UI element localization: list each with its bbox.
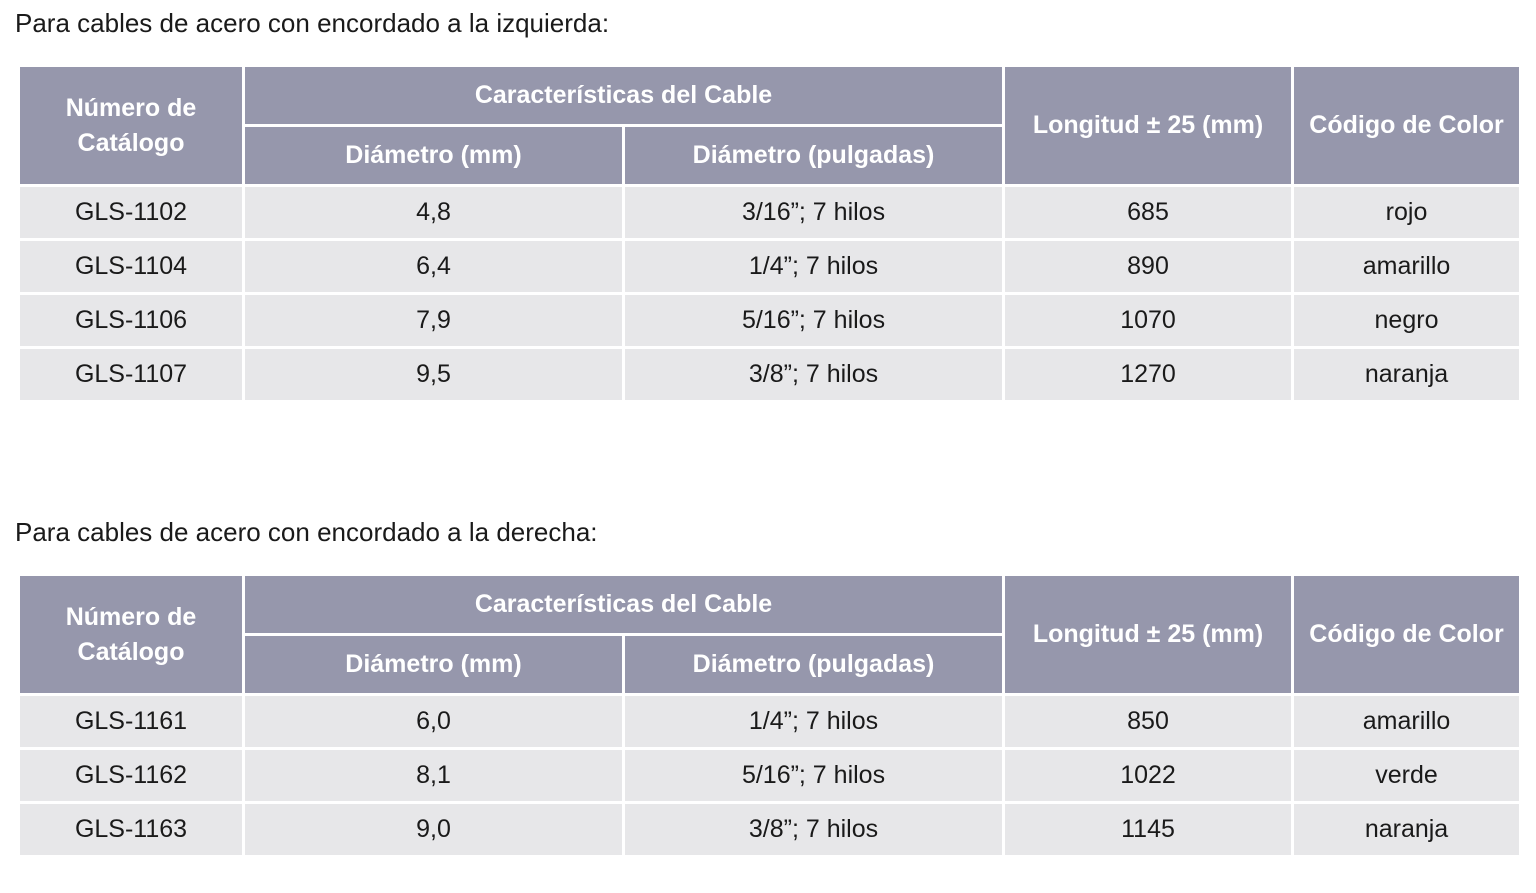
header-diameter-inches: Diámetro (pulgadas) xyxy=(625,127,1003,184)
header-color-code: Código de Color xyxy=(1294,67,1520,184)
section-title-right-lay: Para cables de acero con encordado a la … xyxy=(15,517,598,547)
header-length: Longitud ± 25 (mm) xyxy=(1005,576,1292,693)
spec-table-right-lay: Número de Catálogo Características del C… xyxy=(17,573,1522,858)
spec-table-left-lay: Número de Catálogo Características del C… xyxy=(17,64,1522,403)
cell-catalog: GLS-1104 xyxy=(20,241,242,292)
cell-length: 1145 xyxy=(1005,804,1292,855)
cell-catalog: GLS-1163 xyxy=(20,804,242,855)
header-cable-characteristics: Características del Cable xyxy=(245,576,1003,633)
cell-diameter-inches: 3/8”; 7 hilos xyxy=(625,804,1003,855)
header-catalog-number: Número de Catálogo xyxy=(20,67,242,184)
cell-diameter-mm: 8,1 xyxy=(245,750,622,801)
cell-color: rojo xyxy=(1294,187,1520,238)
cell-color: verde xyxy=(1294,750,1520,801)
cell-length: 1022 xyxy=(1005,750,1292,801)
cell-catalog: GLS-1102 xyxy=(20,187,242,238)
cell-length: 1270 xyxy=(1005,349,1292,400)
cell-color: naranja xyxy=(1294,804,1520,855)
header-length: Longitud ± 25 (mm) xyxy=(1005,67,1292,184)
cell-length: 890 xyxy=(1005,241,1292,292)
cell-diameter-inches: 5/16”; 7 hilos xyxy=(625,750,1003,801)
cell-catalog: GLS-1106 xyxy=(20,295,242,346)
cell-diameter-inches: 1/4”; 7 hilos xyxy=(625,696,1003,747)
cell-diameter-inches: 5/16”; 7 hilos xyxy=(625,295,1003,346)
cell-color: amarillo xyxy=(1294,696,1520,747)
cell-color: naranja xyxy=(1294,349,1520,400)
cell-catalog: GLS-1107 xyxy=(20,349,242,400)
cell-diameter-mm: 9,5 xyxy=(245,349,622,400)
header-catalog-number: Número de Catálogo xyxy=(20,576,242,693)
cell-length: 850 xyxy=(1005,696,1292,747)
cell-catalog: GLS-1161 xyxy=(20,696,242,747)
table-row: GLS-1104 6,4 1/4”; 7 hilos 890 amarillo xyxy=(20,241,1520,292)
table-row: GLS-1102 4,8 3/16”; 7 hilos 685 rojo xyxy=(20,187,1520,238)
cell-catalog: GLS-1162 xyxy=(20,750,242,801)
header-diameter-inches: Diámetro (pulgadas) xyxy=(625,636,1003,693)
table-row: GLS-1163 9,0 3/8”; 7 hilos 1145 naranja xyxy=(20,804,1520,855)
cell-diameter-mm: 7,9 xyxy=(245,295,622,346)
cell-diameter-mm: 4,8 xyxy=(245,187,622,238)
cell-diameter-inches: 3/16”; 7 hilos xyxy=(625,187,1003,238)
header-cable-characteristics: Características del Cable xyxy=(245,67,1003,124)
cell-color: amarillo xyxy=(1294,241,1520,292)
table-row: GLS-1161 6,0 1/4”; 7 hilos 850 amarillo xyxy=(20,696,1520,747)
cell-length: 685 xyxy=(1005,187,1292,238)
table-row: GLS-1106 7,9 5/16”; 7 hilos 1070 negro xyxy=(20,295,1520,346)
header-diameter-mm: Diámetro (mm) xyxy=(245,636,622,693)
table-row: GLS-1107 9,5 3/8”; 7 hilos 1270 naranja xyxy=(20,349,1520,400)
header-diameter-mm: Diámetro (mm) xyxy=(245,127,622,184)
cell-color: negro xyxy=(1294,295,1520,346)
cell-diameter-mm: 6,0 xyxy=(245,696,622,747)
cell-diameter-mm: 6,4 xyxy=(245,241,622,292)
section-title-left-lay: Para cables de acero con encordado a la … xyxy=(15,8,610,38)
table-row: GLS-1162 8,1 5/16”; 7 hilos 1022 verde xyxy=(20,750,1520,801)
header-color-code: Código de Color xyxy=(1294,576,1520,693)
cell-length: 1070 xyxy=(1005,295,1292,346)
cell-diameter-mm: 9,0 xyxy=(245,804,622,855)
cell-diameter-inches: 1/4”; 7 hilos xyxy=(625,241,1003,292)
cell-diameter-inches: 3/8”; 7 hilos xyxy=(625,349,1003,400)
